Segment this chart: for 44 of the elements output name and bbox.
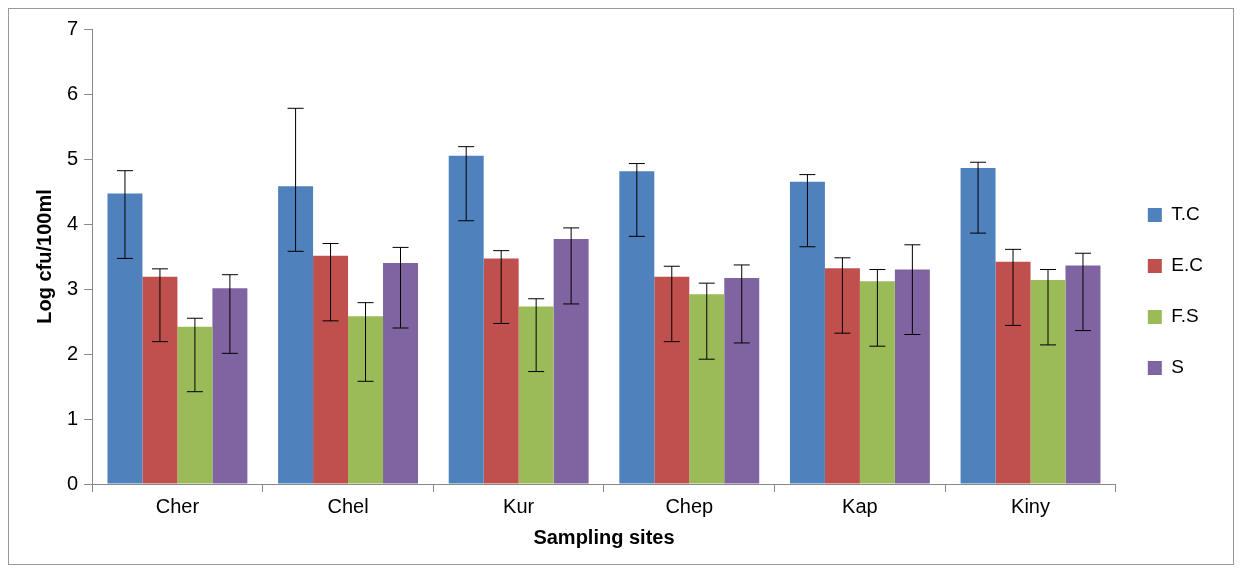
legend-label: F.S bbox=[1171, 305, 1199, 327]
bar bbox=[383, 263, 418, 484]
x-tick-label: Kur bbox=[503, 494, 535, 517]
legend-label: S bbox=[1171, 356, 1185, 378]
y-tick-label: 2 bbox=[67, 341, 79, 364]
bar bbox=[1065, 265, 1101, 484]
bar bbox=[894, 269, 930, 484]
bar bbox=[553, 238, 589, 484]
bar bbox=[824, 268, 860, 484]
bar bbox=[654, 276, 690, 484]
bar bbox=[1030, 279, 1066, 484]
bar bbox=[278, 186, 314, 484]
bar bbox=[212, 288, 248, 484]
y-tick-label: 5 bbox=[67, 146, 79, 169]
bar bbox=[619, 171, 655, 484]
bar bbox=[518, 306, 554, 484]
x-tick-label: Chel bbox=[327, 494, 369, 517]
y-tick-label: 0 bbox=[67, 471, 79, 494]
x-tick-label: Kiny bbox=[1011, 494, 1050, 517]
bar bbox=[483, 258, 519, 484]
x-tick-label: Chep bbox=[665, 494, 714, 517]
bar bbox=[107, 193, 143, 484]
bar bbox=[789, 181, 825, 484]
y-tick-label: 4 bbox=[67, 211, 79, 234]
x-tick-label: Cher bbox=[155, 494, 200, 517]
y-tick-label: 3 bbox=[67, 276, 79, 299]
bar bbox=[448, 155, 484, 484]
y-tick-label: 6 bbox=[67, 81, 79, 104]
y-tick-label: 1 bbox=[67, 406, 79, 429]
legend-label: T.C bbox=[1171, 203, 1200, 225]
bar bbox=[995, 261, 1031, 484]
bar bbox=[724, 277, 760, 484]
bar bbox=[689, 294, 725, 484]
legend-label: E.C bbox=[1171, 254, 1204, 276]
y-axis-title: Log cfu/100ml bbox=[32, 189, 55, 324]
bar bbox=[348, 316, 384, 484]
bar bbox=[313, 255, 349, 484]
bar bbox=[142, 276, 178, 484]
y-tick-label: 7 bbox=[67, 16, 79, 39]
x-axis-title: Sampling sites bbox=[533, 525, 675, 548]
bar bbox=[859, 281, 895, 484]
x-tick-label: Kap bbox=[842, 494, 878, 517]
bar bbox=[177, 326, 213, 484]
bar bbox=[960, 168, 996, 484]
